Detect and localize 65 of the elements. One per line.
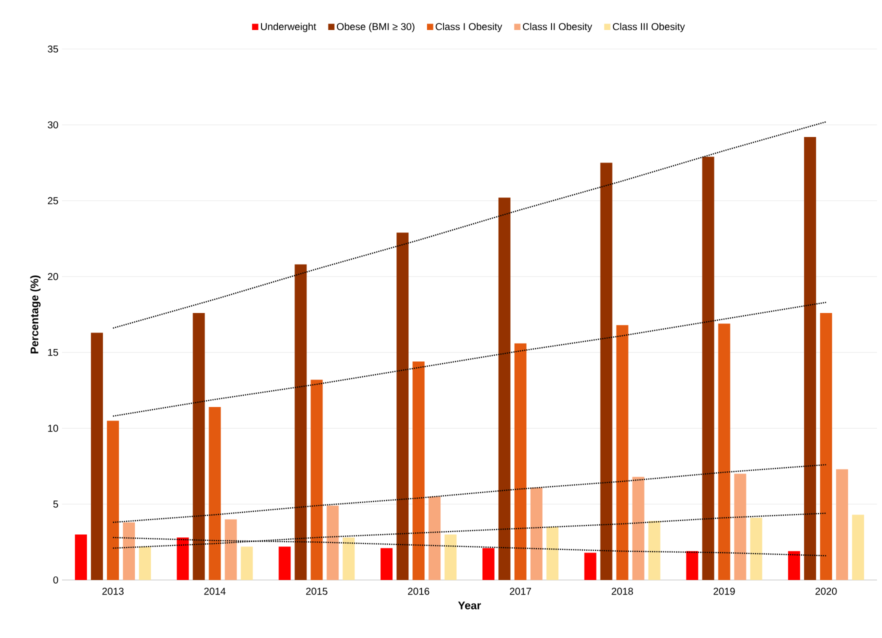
bar	[600, 162, 612, 580]
bar	[820, 312, 832, 580]
legend-label: Class I Obesity	[436, 22, 502, 32]
y-tick-label: 15	[48, 348, 58, 356]
legend-label: Underweight	[261, 22, 316, 32]
bar	[514, 343, 526, 580]
bar	[632, 476, 644, 580]
y-tick-label: 5	[53, 500, 58, 508]
bar	[482, 548, 494, 580]
y-tick-label: 35	[48, 45, 58, 53]
bar	[326, 506, 339, 580]
legend-label: Obese (BMI ≥ 30)	[336, 22, 414, 32]
x-axis-title: Year	[458, 602, 481, 610]
bar	[294, 264, 307, 580]
bar	[836, 469, 848, 580]
bar	[444, 534, 457, 580]
y-tick-label: 30	[48, 121, 58, 128]
bar	[584, 552, 596, 580]
x-tick-label: 2013	[102, 588, 124, 595]
bar	[428, 496, 441, 580]
x-tick-label: 2018	[612, 588, 633, 595]
bar	[342, 538, 355, 580]
y-tick-label: 25	[48, 197, 58, 204]
legend-label: Class II Obesity	[522, 22, 592, 32]
y-axis-title: Percentage (%)	[30, 275, 41, 354]
bar	[734, 474, 746, 580]
line-series	[112, 464, 827, 523]
bar	[702, 156, 714, 580]
bar	[192, 312, 205, 580]
bar	[240, 546, 253, 580]
x-tick-label: 2015	[306, 588, 328, 595]
x-tick-label: 2016	[408, 588, 430, 595]
bar	[176, 538, 189, 580]
line-series	[112, 121, 827, 329]
y-tick-label: 20	[48, 273, 58, 280]
bar	[648, 520, 660, 580]
bar	[718, 324, 730, 580]
bar	[106, 420, 119, 580]
bar	[498, 198, 510, 580]
y-tick-label: 10	[48, 424, 58, 432]
bar	[224, 519, 237, 580]
x-tick-label: 2017	[510, 588, 532, 595]
bar	[310, 380, 323, 580]
bar	[396, 232, 409, 580]
bar	[412, 362, 425, 580]
bar	[138, 546, 151, 580]
legend-label: Class III Obesity	[612, 22, 685, 32]
bar	[122, 522, 135, 580]
bar	[380, 548, 393, 580]
bar	[546, 526, 558, 580]
bar	[852, 514, 864, 580]
x-tick-label: 2020	[815, 588, 837, 595]
bar	[278, 546, 291, 580]
bar	[90, 332, 103, 580]
x-tick-label: 2014	[204, 588, 226, 595]
bar	[686, 551, 698, 580]
bar	[530, 487, 542, 580]
bar	[616, 325, 628, 580]
bar	[750, 518, 762, 580]
x-tick-label: 2019	[714, 588, 735, 595]
bar	[74, 534, 87, 580]
y-tick-label: 0	[53, 576, 58, 584]
bar	[208, 407, 221, 580]
bar	[804, 136, 816, 580]
bar	[788, 551, 800, 580]
